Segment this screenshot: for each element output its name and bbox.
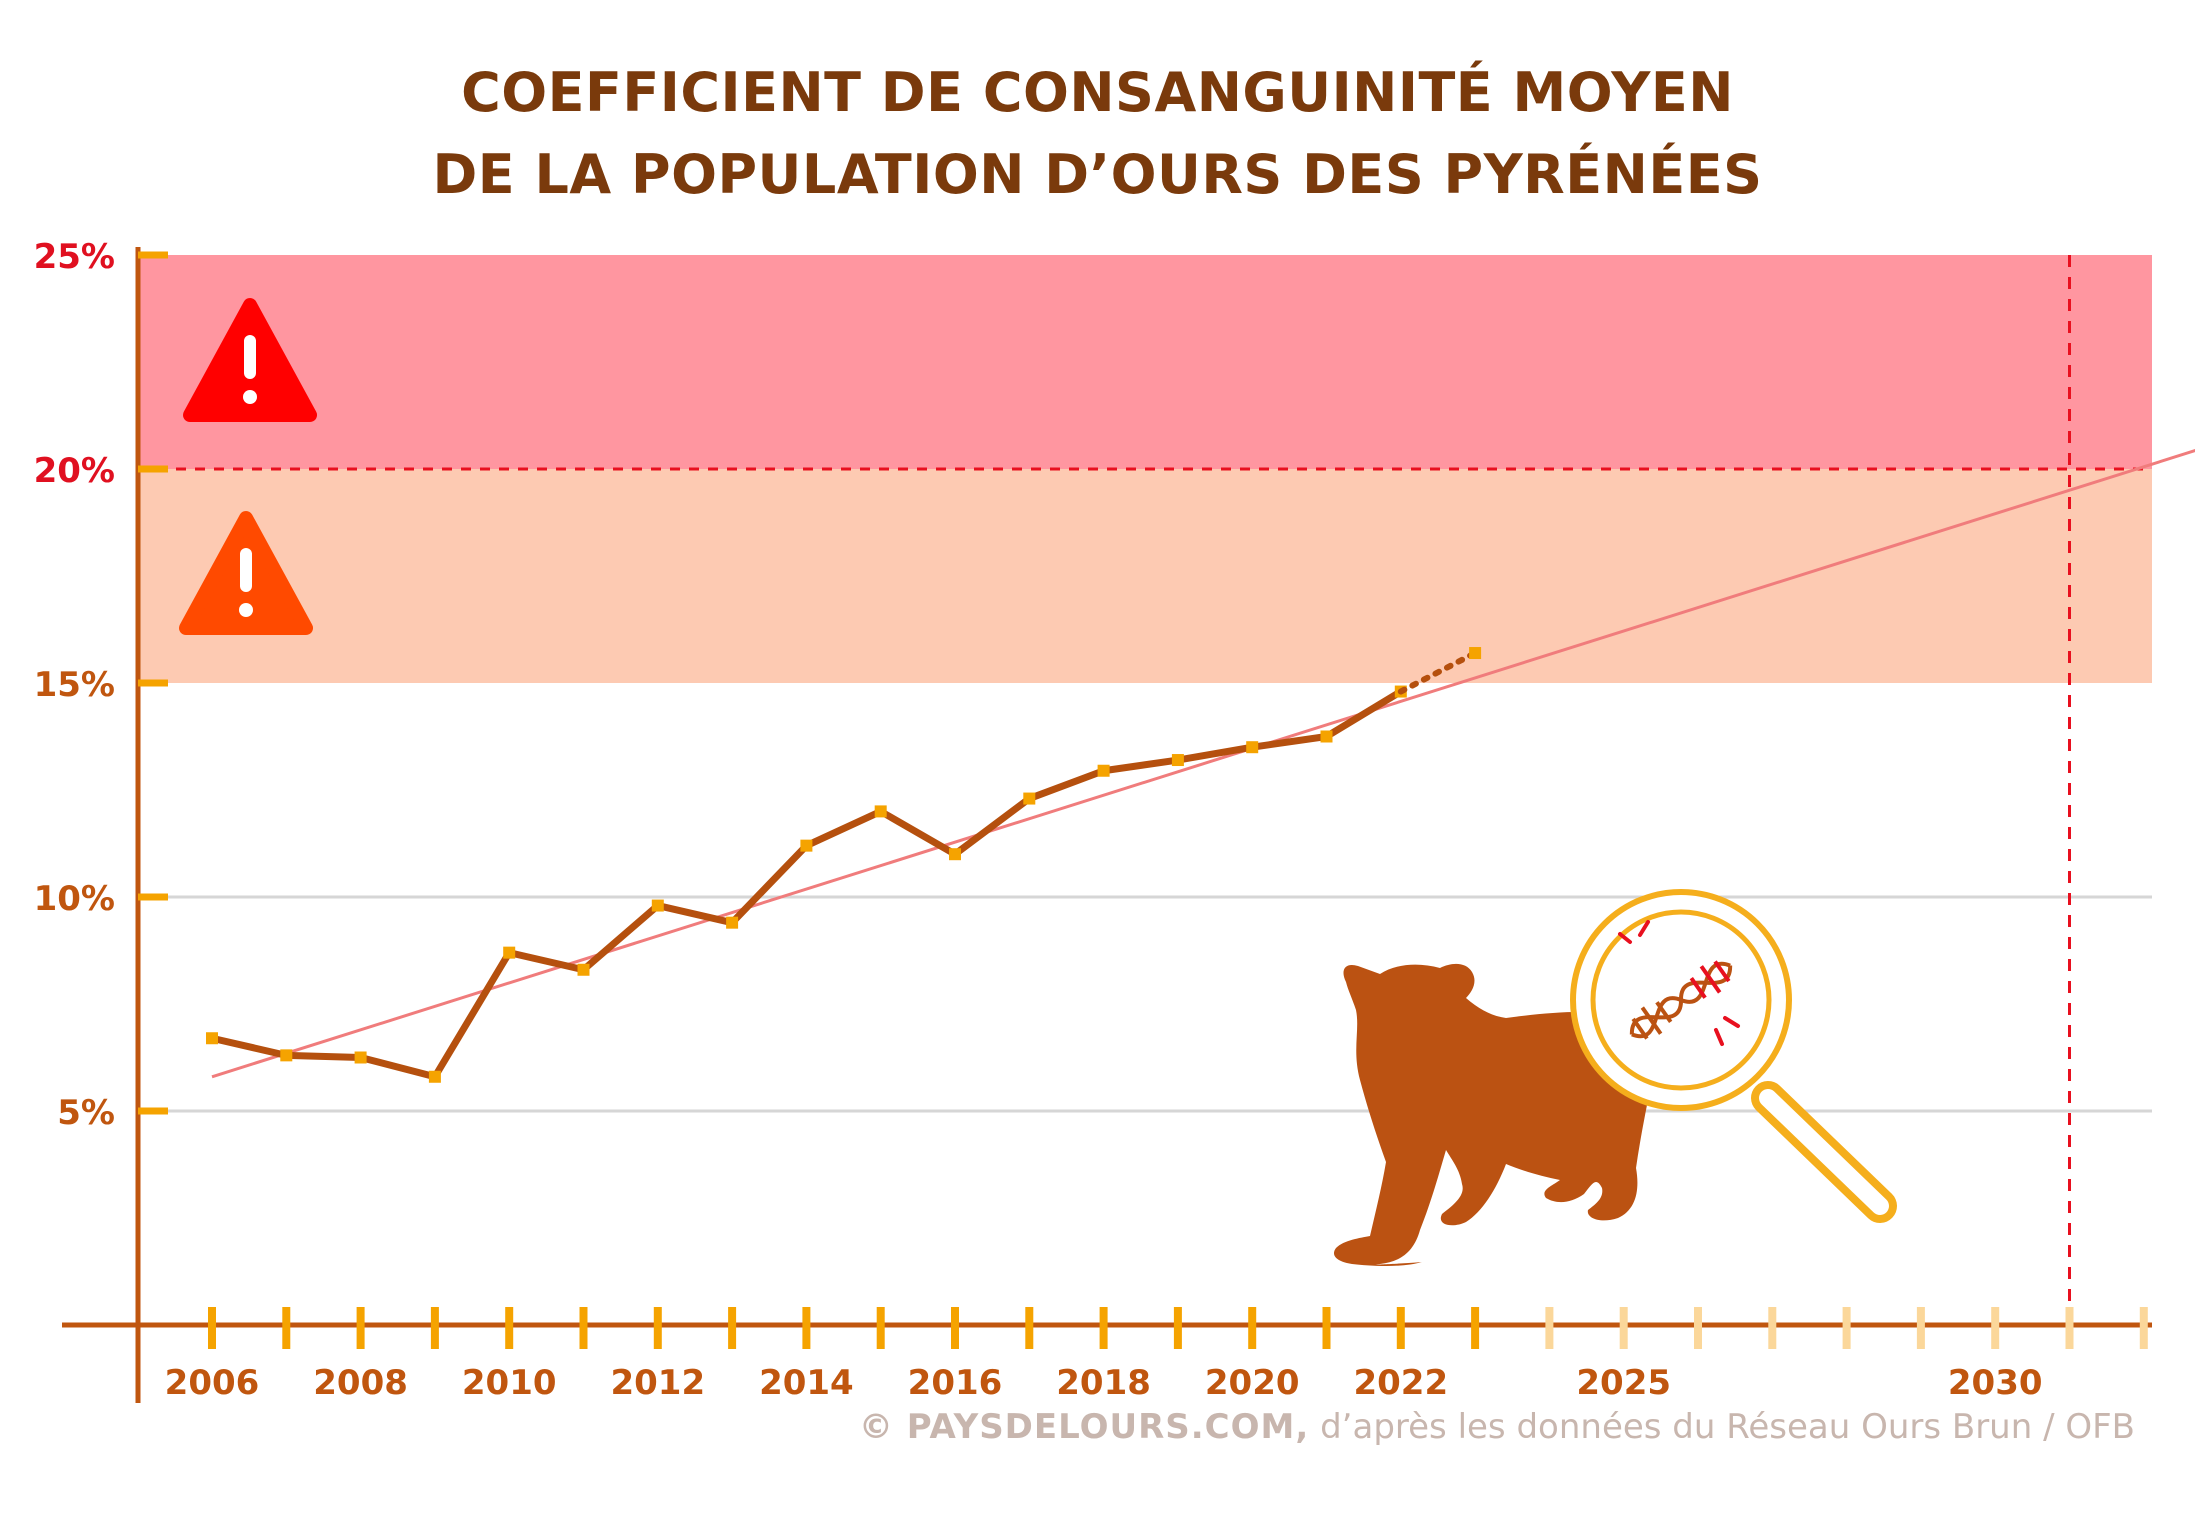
data-point <box>1320 730 1333 743</box>
x-tick-label: 2016 <box>908 1363 1003 1403</box>
title-line-1: COEFFICIENT DE CONSANGUINITÉ MOYEN <box>461 61 1734 124</box>
x-axis-labels: 2006 2008 2010 2012 2014 2016 2018 2020 2022 2025… <box>165 1363 2043 1403</box>
data-point <box>1246 741 1259 754</box>
source-credit: © PAYSDELOURS.COM, d’après les données d… <box>859 1407 2135 1447</box>
zone-bands <box>138 255 2152 683</box>
data-point <box>577 963 590 976</box>
data-point <box>428 1070 441 1083</box>
warning-triangle-red-icon <box>183 298 317 422</box>
series-line-dotted <box>1397 650 1479 695</box>
x-tick-label: 2030 <box>1948 1363 2043 1403</box>
threshold-lines <box>138 255 2152 1325</box>
y-tick-label: 15% <box>34 665 115 705</box>
axes <box>62 247 2152 1403</box>
data-point <box>800 839 813 852</box>
x-tick-label: 2022 <box>1353 1363 1448 1403</box>
data-point <box>1469 647 1482 660</box>
data-point <box>1023 792 1036 805</box>
grid-lines <box>138 895 2152 1113</box>
data-point <box>280 1049 293 1062</box>
y-tick-label: 10% <box>34 879 115 919</box>
trend-layer <box>211 449 2195 1079</box>
bear-silhouette-icon <box>1333 963 1655 1266</box>
data-point <box>206 1032 218 1045</box>
credit-brand: © PAYSDELOURS.COM, <box>858 1407 1310 1447</box>
data-point <box>949 848 961 861</box>
chart-title: COEFFICIENT DE CONSANGUINITÉ MOYEN DE LA… <box>0 52 2195 216</box>
data-point <box>726 916 739 929</box>
data-point <box>354 1051 367 1064</box>
series-layer <box>206 647 1482 1083</box>
warning-zone-band <box>138 469 2152 683</box>
x-tick-label: 2018 <box>1056 1363 1151 1403</box>
data-point <box>651 899 664 912</box>
y-tick-label: 25% <box>34 237 115 277</box>
y-tick-label: 20% <box>34 451 115 491</box>
y-axis-labels: 25% 20% 15% 10% 5% <box>34 237 115 1133</box>
x-tick-label: 2020 <box>1205 1363 1300 1403</box>
danger-zone-band <box>138 255 2152 469</box>
x-tick-label: 2014 <box>759 1363 854 1403</box>
y-tick-label: 5% <box>57 1093 115 1133</box>
x-tick-label: 2008 <box>313 1363 408 1403</box>
credit-source: d’après les données du Réseau Ours Brun … <box>1320 1407 2135 1447</box>
x-tick-label: 2025 <box>1576 1363 1671 1403</box>
data-point <box>503 946 516 959</box>
data-point <box>874 805 887 818</box>
x-tick-label: 2006 <box>165 1363 260 1403</box>
dna-magnifier-icon <box>1570 889 1897 1223</box>
data-point <box>1097 764 1110 777</box>
trend-line <box>211 449 2195 1079</box>
x-tick-label: 2012 <box>610 1363 705 1403</box>
title-line-2: DE LA POPULATION D’OURS DES PYRÉNÉES <box>432 143 1763 206</box>
x-tick-label: 2010 <box>462 1363 557 1403</box>
data-point <box>1171 754 1184 767</box>
warning-triangle-orange-icon <box>179 511 313 635</box>
